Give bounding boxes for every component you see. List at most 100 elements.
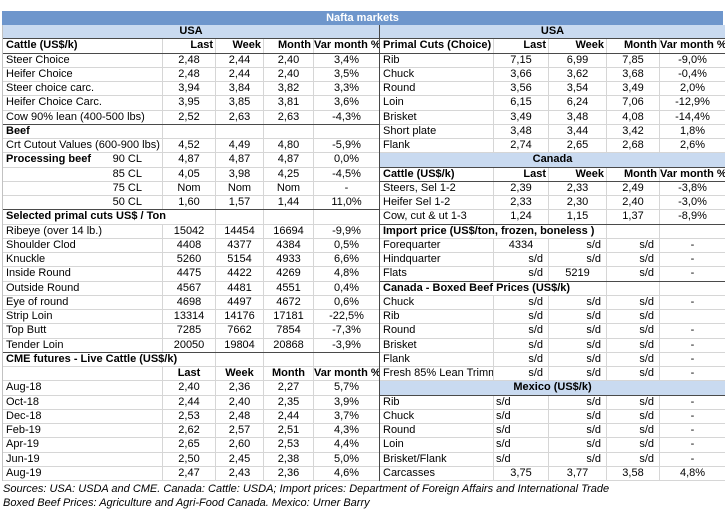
last-value: 2,48 [163,67,216,81]
table-row: Short plate 3,48 3,44 3,42 1,8% [380,124,725,139]
column-header-row: Last Week Month Var month % [3,367,379,382]
row-label: Rib [380,395,494,409]
table-row: Round s/d s/d s/d - [380,424,725,439]
week-value: 1,15 [549,210,607,224]
col-header-week: Week [216,367,264,381]
week-value: 1,57 [216,196,264,210]
table-row: Rib 7,15 6,99 7,85 -9,0% [380,53,725,68]
week-value: s/d [549,338,607,352]
month-value: 2,68 [607,139,660,153]
var-month-value: -3,8% [678,181,707,194]
row-label: Heifer Choice Carc. [3,96,163,110]
region-band: USA [380,25,725,40]
row-label: Brisket/Flank [380,452,494,466]
col-header-month: Month [264,367,314,381]
last-value: 3,66 [494,67,549,81]
empty-cell [216,352,264,366]
month-value: s/d [607,424,660,438]
last-value: 2,33 [494,196,549,210]
empty-cell [314,210,379,223]
month-value: 4551 [264,281,314,295]
week-value: s/d [549,310,607,324]
row-label: Shoulder Clod [3,238,163,252]
last-value: 5260 [163,253,216,267]
table-row: Hindquarter s/d s/d s/d - [380,253,725,268]
month-value: 2,63 [264,110,314,124]
header-label: Canada - Boxed Beef Prices (US$/k) [380,281,607,295]
empty-cell [660,282,725,295]
last-value: s/d [494,253,549,267]
row-label: Carcasses [380,466,494,480]
var-month-value: - [690,424,695,436]
row-label: Hindquarter [380,253,494,267]
header-label: Cattle (US$/k) [380,167,494,181]
month-value: 3,68 [607,67,660,81]
week-value: s/d [549,295,607,309]
last-value: 3,49 [494,110,549,124]
week-value: 2,44 [216,53,264,67]
last-value: 2,62 [163,424,216,438]
table-row: Top Butt 7285 7662 7854 -7,3% [3,324,379,339]
table-row: Apr-19 2,65 2,60 2,53 4,4% [3,438,379,453]
var-month-value: - [344,181,349,194]
table-row: Dec-18 2,53 2,48 2,44 3,7% [3,409,379,424]
table-row: 75 CL Nom Nom Nom - [3,181,379,196]
row-label: Processing beef 90 CL [3,153,163,167]
var-month-value: 4,8% [333,267,360,280]
var-month-value: 11,0% [331,196,362,208]
row-label: Heifer Sel 1-2 [380,196,494,210]
var-month-value: -4,5% [332,167,361,180]
var-month-value: 4,3% [333,424,360,436]
row-label: Brisket [380,110,494,124]
week-value: 19804 [216,338,264,352]
week-value: 4422 [216,267,264,281]
table-row: Ribeye (over 14 lb.) 15042 14454 16694 -9,9% [3,224,379,239]
row-label: Heifer Choice [3,67,163,81]
last-value: 2,44 [163,395,216,409]
last-value: 2,39 [494,181,549,195]
month-value: 3,58 [607,466,660,480]
var-month-value: 3,3% [333,82,360,94]
week-value: 2,65 [549,139,607,153]
var-month-value: 3,4% [333,53,360,66]
row-label: Oct-18 [3,395,163,409]
last-value: 2,65 [163,438,216,452]
month-value: 3,82 [264,82,314,96]
week-value: 14176 [216,310,264,324]
report-title: Nafta markets [2,11,723,25]
week-value: 6,99 [549,53,607,67]
table-row: Cow 90% lean (400-500 lbs) 2,52 2,63 2,63 -4… [3,110,379,125]
row-label: Apr-19 [3,438,163,452]
week-value: 2,30 [549,196,607,210]
empty-cell [660,225,725,238]
last-value: 4475 [163,267,216,281]
row-label: Strip Loin [3,310,163,324]
row-label: Inside Round [3,267,163,281]
region-band: USA [3,25,379,40]
month-value: 1,44 [264,196,314,210]
var-month-value: 3,9% [333,395,360,408]
month-value: 4,80 [264,139,314,153]
last-value: s/d [494,310,549,324]
var-month-value: 3,5% [333,67,360,80]
last-value: 4,87 [163,153,216,167]
month-value: 4269 [264,267,314,281]
month-value: 2,49 [607,181,660,195]
week-value: 5219 [549,267,607,281]
row-label: Round [380,324,494,338]
row-label: Round [380,82,494,96]
month-value: s/d [607,267,660,281]
month-value: 4,25 [264,167,314,181]
week-value: s/d [549,395,607,409]
row-label: Top Butt [3,324,163,338]
last-value: 4,05 [163,167,216,181]
row-label: Flank [380,352,494,366]
last-value: 4698 [163,295,216,309]
week-value: 2,60 [216,438,264,452]
table-row: Forequarter 4334 s/d s/d - [380,238,725,253]
col-header-month: Month [264,39,314,53]
var-month-value: -3,0% [678,196,707,208]
month-value: 2,35 [264,395,314,409]
var-month-value: - [690,352,695,365]
section-header-row: Import price (US$/ton, frozen, boneless … [380,224,725,239]
